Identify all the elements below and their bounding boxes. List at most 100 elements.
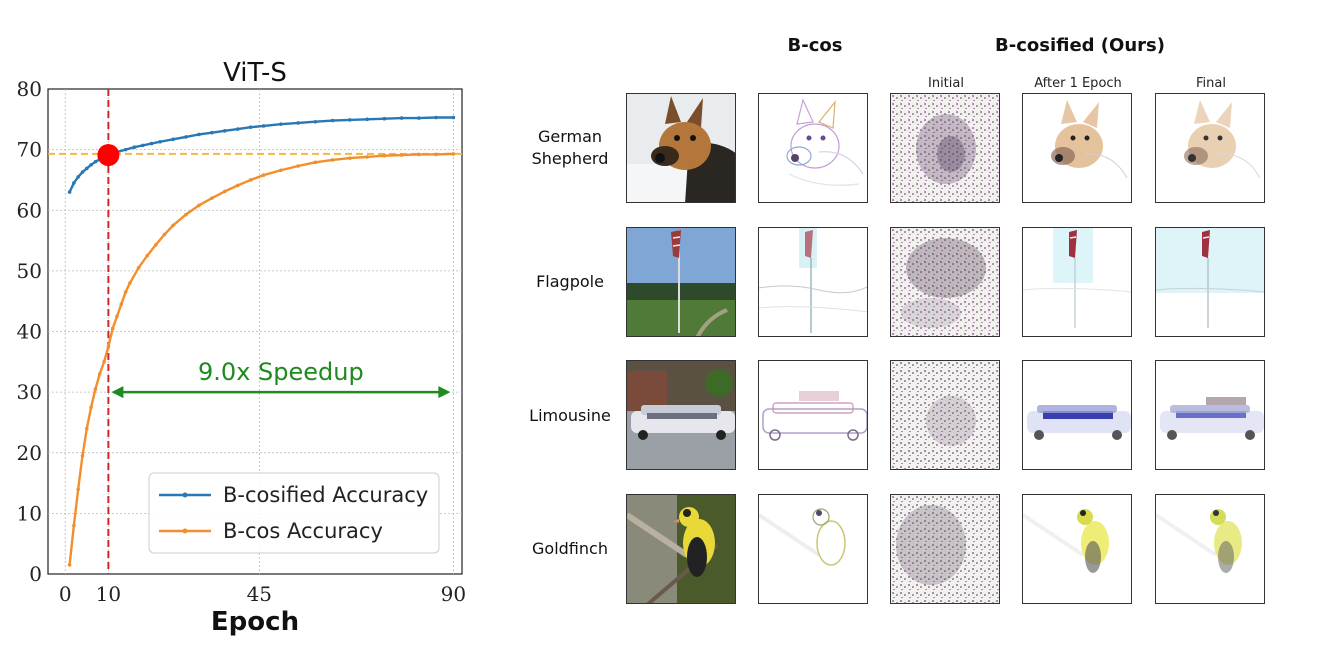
data-point (158, 139, 162, 144)
data-point (365, 155, 369, 159)
image-goldfinch-bcos (758, 494, 868, 604)
data-point (110, 326, 115, 331)
data-point (399, 116, 404, 120)
data-point (382, 116, 387, 121)
image-german-shepherd-initial (890, 93, 1000, 203)
image-flagpole-after-1-epoch (1022, 227, 1132, 337)
y-tick-label: 40 (17, 320, 42, 344)
legend-swatch-marker (182, 492, 188, 498)
image-goldfinch-final (1155, 494, 1265, 604)
y-tick-label: 20 (17, 441, 42, 465)
image-flagpole-bcos (758, 227, 868, 337)
y-tick-label: 80 (17, 77, 42, 101)
data-point (171, 223, 175, 228)
data-point (348, 156, 352, 160)
data-point (67, 563, 72, 567)
chart-title: ViT-S (223, 58, 287, 88)
image-german-shepherd-final (1155, 93, 1265, 203)
legend-label-bcosified: B-cosified Accuracy (223, 483, 428, 507)
image-goldfinch-original (626, 494, 736, 604)
legend-label-bcos: B-cos Accuracy (223, 519, 383, 543)
data-point (313, 119, 318, 124)
speedup-annotation: 9.0x Speedup (111, 358, 451, 399)
data-point (93, 387, 98, 391)
legend-box (148, 472, 440, 554)
data-point (261, 173, 266, 177)
image-flagpole-final (1155, 227, 1265, 337)
data-point (132, 145, 137, 149)
series-line-1 (68, 152, 454, 566)
highlight-marker (97, 144, 120, 167)
data-point (248, 178, 253, 182)
data-point (123, 147, 128, 152)
data-point (313, 160, 318, 165)
data-point (365, 117, 369, 122)
data-point (296, 164, 300, 168)
data-point (248, 125, 253, 129)
data-point (434, 115, 438, 120)
data-point (89, 162, 93, 167)
data-point (72, 523, 76, 528)
y-tick-label: 70 (17, 138, 42, 162)
data-point (80, 453, 85, 458)
data-point (149, 141, 154, 146)
legend-swatch-marker (182, 528, 188, 534)
y-tick-label: 50 (17, 259, 42, 283)
x-tick-label: 90 (441, 582, 466, 606)
data-point (223, 189, 227, 194)
data-point (97, 372, 102, 376)
row-label-line1: German (537, 127, 603, 146)
data-point (141, 143, 145, 148)
image-german-shepherd-original (626, 93, 736, 203)
series-layer (67, 115, 456, 567)
data-point (123, 290, 128, 294)
data-point (106, 344, 111, 349)
data-point (171, 137, 175, 142)
tick-labels: 0 10 20 30 40 50 60 70 80 0 10 45 90 (17, 77, 467, 606)
data-point (67, 190, 72, 194)
data-point (85, 426, 89, 431)
row-label-line2: Shepherd (531, 149, 609, 168)
row-label-german-shepherd: German Shepherd (515, 126, 625, 170)
data-point (296, 121, 300, 125)
data-point (184, 212, 188, 217)
subheader-final: Final (1196, 76, 1226, 91)
speedup-label: 9.0x Speedup (198, 358, 364, 386)
data-point (89, 405, 93, 410)
data-point (417, 152, 421, 157)
data-point (85, 166, 89, 171)
data-point (451, 152, 456, 156)
data-point (279, 122, 283, 126)
image-limousine-original (626, 360, 736, 470)
data-point (76, 175, 80, 179)
y-tick-label: 10 (17, 501, 42, 525)
data-point (80, 170, 85, 174)
data-point (184, 135, 188, 139)
data-point (417, 116, 421, 120)
subheader-after-1-epoch: After 1 Epoch (1034, 76, 1122, 91)
data-point (235, 127, 240, 131)
legend: B-cosified Accuracy B-cos Accuracy (148, 472, 440, 554)
row-label-flagpole: Flagpole (536, 272, 604, 291)
speedup-arrow-head-left (111, 386, 124, 399)
data-point (223, 129, 227, 133)
image-limousine-after-1-epoch (1022, 360, 1132, 470)
image-limousine-bcos (758, 360, 868, 470)
row-label-goldfinch: Goldfinch (532, 539, 608, 558)
data-point (128, 281, 132, 285)
row-label-limousine: Limousine (529, 406, 611, 425)
x-tick-label: 0 (59, 582, 72, 606)
data-point (154, 243, 158, 247)
y-tick-label: 0 (29, 562, 42, 586)
data-point (261, 124, 266, 128)
data-point (434, 152, 438, 157)
data-point (102, 360, 106, 364)
speedup-arrow-head-right (438, 386, 451, 399)
data-point (136, 266, 141, 270)
data-point (279, 168, 283, 173)
image-flagpole-initial (890, 227, 1000, 337)
data-point (210, 130, 214, 135)
data-point (382, 153, 387, 158)
image-limousine-initial (890, 360, 1000, 470)
image-german-shepherd-bcos (758, 93, 868, 203)
